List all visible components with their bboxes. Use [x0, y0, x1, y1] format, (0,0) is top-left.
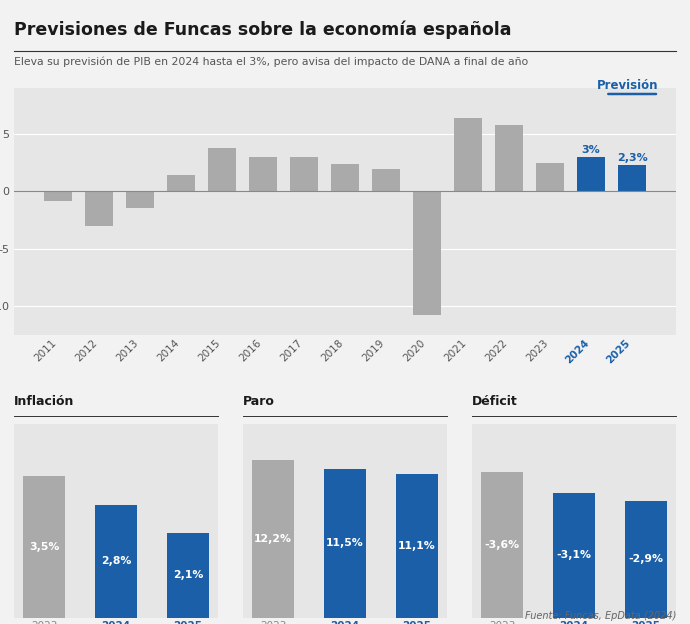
Bar: [413, 192, 441, 315]
Bar: [331, 164, 359, 192]
Bar: [23, 477, 65, 618]
Text: Previsión: Previsión: [598, 79, 659, 92]
Text: -3,1%: -3,1%: [556, 550, 591, 560]
Bar: [372, 168, 400, 192]
Bar: [536, 163, 564, 192]
Text: 3%: 3%: [582, 145, 600, 155]
Text: Fuente: Funcas, EpData (2024): Fuente: Funcas, EpData (2024): [525, 611, 676, 621]
Text: 3,5%: 3,5%: [29, 542, 59, 552]
Bar: [126, 192, 154, 208]
Bar: [167, 175, 195, 192]
Text: Déficit: Déficit: [472, 394, 518, 407]
Bar: [396, 474, 438, 618]
Text: 12,2%: 12,2%: [254, 534, 292, 544]
Bar: [290, 157, 318, 192]
Bar: [249, 157, 277, 192]
Text: Paro: Paro: [243, 394, 275, 407]
Text: -2,9%: -2,9%: [629, 554, 664, 564]
Bar: [454, 118, 482, 192]
Bar: [252, 460, 294, 618]
Text: 11,1%: 11,1%: [398, 541, 436, 551]
Bar: [495, 125, 523, 192]
Bar: [577, 157, 605, 192]
Text: Previsiones de Funcas sobre la economía española: Previsiones de Funcas sobre la economía …: [14, 20, 511, 39]
Bar: [85, 192, 113, 226]
Bar: [618, 165, 646, 192]
Text: -3,6%: -3,6%: [484, 540, 520, 550]
Bar: [324, 469, 366, 618]
Bar: [95, 505, 137, 618]
Text: 2,8%: 2,8%: [101, 556, 131, 566]
Bar: [553, 492, 595, 618]
Text: 2,3%: 2,3%: [617, 153, 647, 163]
Text: Inflación: Inflación: [14, 394, 75, 407]
Bar: [481, 472, 523, 618]
Bar: [208, 148, 236, 192]
Bar: [44, 192, 72, 201]
Bar: [167, 533, 209, 618]
Bar: [625, 500, 667, 618]
Text: Eleva su previsión de PIB en 2024 hasta el 3%, pero avisa del impacto de DANA a : Eleva su previsión de PIB en 2024 hasta …: [14, 56, 528, 67]
Text: 2,1%: 2,1%: [173, 570, 204, 580]
Text: 11,5%: 11,5%: [326, 539, 364, 548]
